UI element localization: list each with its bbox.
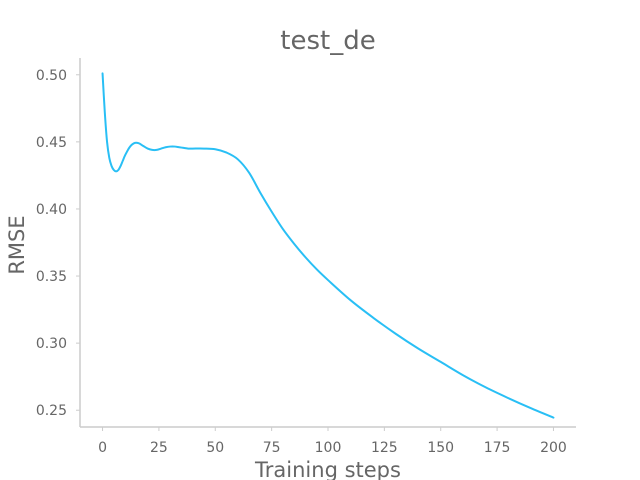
y-axis-label: RMSE xyxy=(5,215,29,274)
x-tick-label: 0 xyxy=(98,440,107,456)
x-tick-label: 200 xyxy=(540,440,567,456)
series-layer xyxy=(101,72,555,419)
series-line xyxy=(101,72,555,419)
y-tick-label: 0.40 xyxy=(36,202,67,218)
x-tick-label: 175 xyxy=(484,440,511,456)
x-tick-label: 25 xyxy=(150,440,168,456)
y-tick-label: 0.30 xyxy=(36,336,67,352)
y-tick-label: 0.35 xyxy=(36,269,67,285)
x-tick-label: 50 xyxy=(206,440,224,456)
chart-title: test_de xyxy=(280,26,375,56)
x-axis-ticks: 0 25 50 75 100 125 150 175 200 xyxy=(98,427,567,456)
x-tick-label: 125 xyxy=(371,440,398,456)
x-tick-label: 75 xyxy=(263,440,281,456)
x-tick-label: 100 xyxy=(315,440,342,456)
x-axis-label: Training steps xyxy=(254,458,401,480)
y-tick-label: 0.25 xyxy=(36,403,67,419)
y-axis-ticks: 0.25 0.30 0.35 0.40 0.45 0.50 xyxy=(36,68,80,419)
x-tick-label: 150 xyxy=(427,440,454,456)
y-tick-label: 0.45 xyxy=(36,135,67,151)
y-tick-label: 0.50 xyxy=(36,68,67,84)
